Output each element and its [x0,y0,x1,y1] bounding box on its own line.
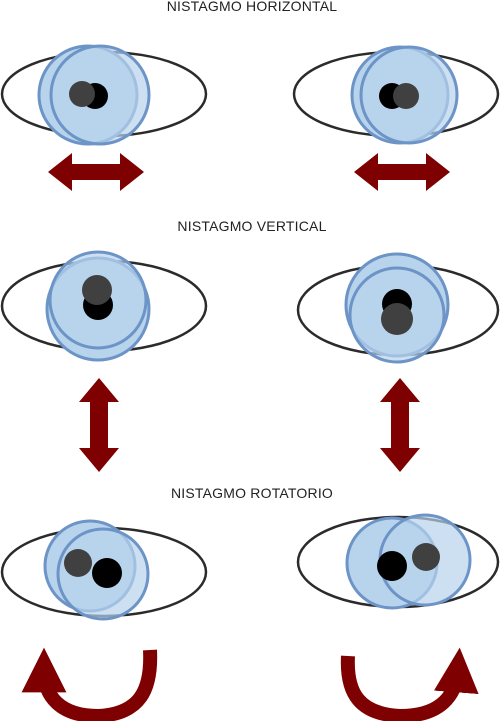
arrow-horizontal-right [354,153,450,191]
eye-horizontal-left [0,44,208,146]
arrow-rotatory-right [340,647,479,721]
eye-rotatory-right [296,513,500,610]
section-title-horizontal: NISTAGMO HORIZONTAL [166,0,338,14]
arrow-vertical-left [79,378,119,472]
eye-vertical-right [296,252,500,364]
pupil-ghost [412,543,440,571]
pupil-ghost [82,275,112,305]
section-title-rotatorio: NISTAGMO ROTATORIO [170,485,333,501]
section-title-vertical: NISTAGMO VERTICAL [177,218,327,234]
pupil-ghost [381,303,413,335]
arrow-vertical-right [380,378,420,472]
pupil-ghost [69,81,95,107]
eye-vertical-left [0,250,208,362]
pupil-ghost [393,83,419,109]
pupil [92,558,122,588]
eye-horizontal-right [292,45,500,145]
pupil [377,551,407,581]
eye-rotatory-left [0,519,208,621]
arrow-rotatory-left [21,647,158,721]
arrow-horizontal-left [48,153,144,191]
pupil-ghost [64,549,92,577]
